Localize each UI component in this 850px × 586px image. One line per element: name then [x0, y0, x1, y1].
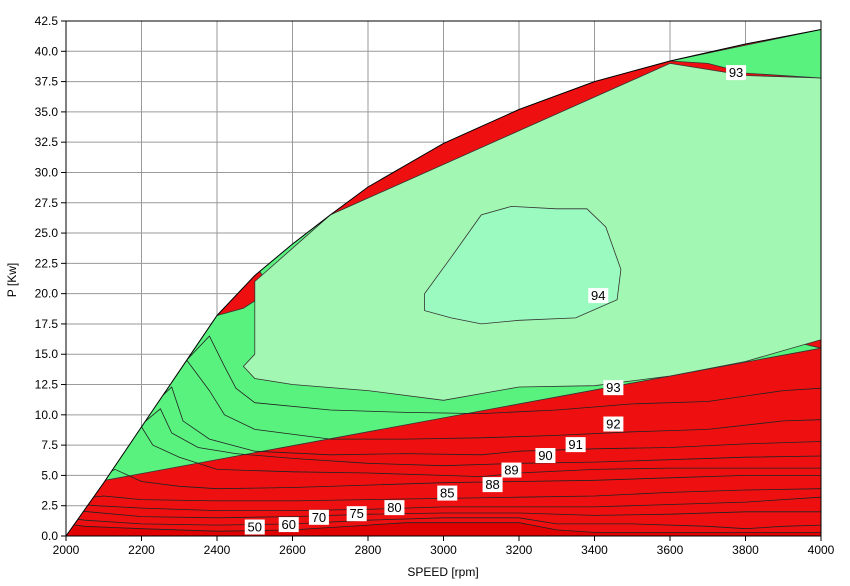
contour-label-88: 88: [482, 477, 503, 493]
x-tick-label: 2400: [204, 543, 231, 557]
contour-label-bg: [346, 506, 367, 522]
contour-label-text: 70: [312, 510, 326, 525]
contour-line-70: [66, 508, 821, 519]
y-tick-label: 35.0: [35, 105, 59, 119]
contour-label-text: 80: [387, 500, 401, 515]
x-tick-label: 2800: [355, 543, 382, 557]
contour-label-93: 93: [603, 380, 624, 396]
contour-label-bg: [603, 380, 624, 396]
x-tick-label: 3200: [506, 543, 533, 557]
x-tick-label: 3600: [657, 543, 684, 557]
contour-label-90: 90: [535, 448, 556, 464]
contour-label-85: 85: [437, 485, 458, 501]
contour-line-88: [66, 426, 821, 488]
contour-label-text: 50: [248, 520, 262, 535]
contour-label-bg: [565, 437, 586, 453]
contour-label-92: 92: [603, 416, 624, 432]
y-tick-label: 30.0: [35, 165, 59, 179]
contour-label-bg: [535, 448, 556, 464]
contour-line-85: [66, 468, 821, 493]
contour-label-text: 85: [440, 486, 454, 501]
contour-labels: 50 60 70 75 80 85 88 89 90 91 92 93 94 93: [244, 65, 747, 535]
contour-label-bg: [726, 65, 747, 81]
y-tick-label: 10.0: [35, 408, 59, 422]
y-tick-label: 7.5: [41, 438, 58, 452]
y-tick-label: 42.5: [35, 14, 59, 28]
contour-line-91: [66, 359, 821, 488]
contour-label-text: 60: [281, 517, 295, 532]
y-tick-label: 20.0: [35, 287, 59, 301]
y-tick-label: 12.5: [35, 378, 59, 392]
contour-line-60: [66, 517, 821, 530]
y-tick-label: 22.5: [35, 256, 59, 270]
contour-label-93: 93: [726, 65, 747, 81]
x-tick-label: 2200: [128, 543, 155, 557]
contour-label-text: 90: [538, 448, 552, 463]
contour-label-text: 93: [729, 65, 743, 80]
contour-line-92: [66, 335, 821, 488]
contour-line-80: [66, 488, 821, 502]
x-tick-label: 2600: [279, 543, 306, 557]
contour-label-text: 92: [606, 417, 620, 432]
y-tick-label: 32.5: [35, 135, 59, 149]
x-tick-label: 3000: [430, 543, 457, 557]
contour-label-bg: [603, 416, 624, 432]
x-tick-label: 2000: [53, 543, 80, 557]
contour-line-50: [66, 522, 821, 533]
contour-region-93.5: [424, 205, 622, 325]
contour-label-text: 93: [606, 380, 620, 395]
contour-label-94: 94: [588, 288, 609, 304]
y-tick-label: 40.0: [35, 44, 59, 58]
contour-label-text: 94: [591, 288, 605, 303]
y-tick-label: 27.5: [35, 196, 59, 210]
x-axis-title: SPEED [rpm]: [407, 565, 478, 579]
contour-label-bg: [501, 462, 522, 478]
envelope-line: [65, 29, 822, 537]
contour-label-50: 50: [244, 519, 265, 535]
contour-label-text: 75: [349, 506, 363, 521]
x-tick-label: 3400: [581, 543, 608, 557]
contour-label-89: 89: [501, 462, 522, 478]
x-tick-label: 3800: [732, 543, 759, 557]
contour-label-bg: [384, 500, 405, 516]
contour-label-bg: [482, 477, 503, 493]
contour-label-text: 89: [504, 463, 518, 478]
contour-label-bg: [278, 517, 299, 533]
x-tick-label: 4000: [808, 543, 835, 557]
contour-label-60: 60: [278, 517, 299, 533]
contour-label-text: 88: [485, 477, 499, 492]
y-tick-label: 37.5: [35, 75, 59, 89]
contour-label-70: 70: [308, 509, 329, 525]
y-tick-label: 15.0: [35, 347, 59, 361]
contour-label-bg: [588, 288, 609, 304]
contour-label-bg: [437, 485, 458, 501]
contour-label-text: 91: [568, 437, 582, 452]
y-axis-ticks: 0.0 2.5 5.0 7.5 10.0 12.5 15.0 17.5 20.0 22.5 25.0…: [35, 14, 66, 543]
y-tick-label: 17.5: [35, 317, 59, 331]
y-tick-label: 25.0: [35, 226, 59, 240]
y-axis-title: P [Kw]: [5, 263, 19, 297]
contour-label-75: 75: [346, 506, 367, 522]
contour-line-89: [66, 408, 821, 488]
y-tick-label: 2.5: [41, 499, 58, 513]
contour-label-bg: [308, 509, 329, 525]
x-axis-ticks: 2000 2200 2400 2600 2800 3000 3200 3400 3600 3800…: [53, 536, 835, 557]
contour-line-90: [66, 386, 821, 488]
y-tick-label: 0.0: [41, 529, 58, 543]
contour-line-75: [66, 496, 821, 511]
contour-lines: [66, 335, 821, 533]
contour-label-bg: [244, 519, 265, 535]
contour-label-80: 80: [384, 500, 405, 516]
contour-label-91: 91: [565, 437, 586, 453]
y-tick-label: 5.0: [41, 468, 58, 482]
